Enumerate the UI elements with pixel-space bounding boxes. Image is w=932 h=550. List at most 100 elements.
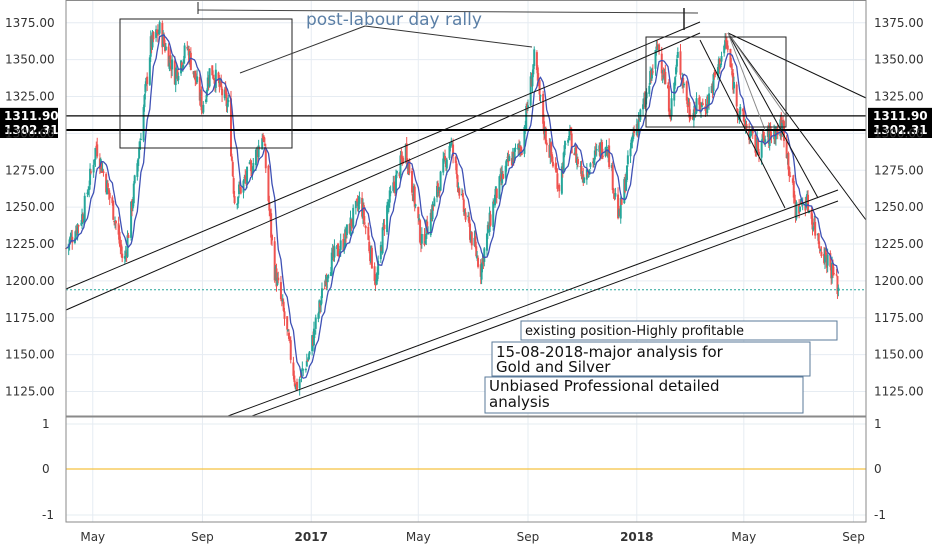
candle-body — [811, 218, 814, 230]
candle-body — [629, 148, 632, 157]
candle-body — [238, 186, 241, 188]
candle-body — [271, 235, 274, 241]
candle-body — [211, 65, 214, 76]
candle-body — [93, 159, 96, 163]
candle-body — [232, 178, 235, 194]
price-level-label-left: 1302.31 — [4, 123, 59, 137]
candle-body — [337, 254, 340, 257]
trendline-channel-upper-b — [65, 32, 701, 311]
candle-body — [592, 158, 595, 164]
candle-body — [174, 69, 177, 86]
range-box-2016 — [119, 18, 293, 149]
candle-body — [832, 264, 835, 276]
candle-body — [612, 188, 615, 193]
candle-body — [648, 85, 651, 94]
candle-body — [630, 139, 633, 148]
candle-body — [433, 198, 436, 207]
candle-body — [539, 95, 542, 97]
candle-body — [476, 255, 479, 259]
candle-body — [781, 122, 784, 134]
candle-body — [764, 139, 767, 143]
candle-body — [619, 198, 622, 219]
candle-body — [139, 141, 142, 150]
candle-body — [564, 143, 567, 145]
candle-body — [595, 149, 598, 151]
candle-body — [570, 133, 573, 154]
candle-body — [388, 190, 391, 203]
candle-body — [545, 142, 548, 146]
candle-body — [538, 80, 541, 95]
trendline-channel-upper-a — [65, 21, 701, 290]
candle-body — [337, 243, 340, 257]
candle-body — [208, 68, 211, 87]
candle-body — [498, 176, 501, 199]
candle-body — [470, 232, 473, 246]
candle-body — [299, 376, 302, 378]
candle-body — [551, 161, 554, 167]
candle-body — [395, 170, 398, 174]
candle-body — [220, 80, 223, 88]
price-level-label-left-bg — [0, 107, 58, 124]
candle-body — [567, 139, 570, 143]
y-tick-label-left: 1275.00 — [5, 163, 55, 177]
candle-body — [818, 246, 821, 249]
price-level-label-right-bg — [868, 122, 932, 139]
candle-body — [698, 97, 701, 105]
candle-body — [106, 183, 109, 188]
candle-body — [732, 72, 735, 90]
candle-body — [504, 165, 507, 179]
range-box-2018 — [645, 36, 787, 128]
candle-body — [350, 219, 353, 227]
candle-body — [563, 145, 566, 156]
annotation-box — [520, 320, 838, 341]
candle-body — [669, 116, 672, 120]
candle-body — [495, 188, 498, 198]
candle-body — [281, 300, 284, 302]
candle-body — [485, 233, 488, 251]
candle-body — [239, 187, 242, 194]
candle-body — [198, 77, 201, 101]
candle-body — [352, 207, 355, 227]
candle-body — [650, 68, 653, 79]
annotation-major-analysis: 15-08-2018-major analysis for Gold and S… — [491, 341, 811, 377]
candle-body — [376, 273, 379, 282]
candle-body — [651, 71, 654, 73]
candle-body — [558, 185, 561, 192]
candle-body — [601, 142, 604, 158]
candle-body — [455, 163, 458, 175]
candle-body — [675, 67, 678, 75]
candle-body — [146, 76, 149, 84]
candle-body — [492, 201, 495, 227]
candle-body — [121, 253, 124, 258]
candle-body — [486, 225, 489, 234]
candle-body — [768, 127, 771, 147]
y-tick-label-right: 1300.00 — [874, 126, 924, 140]
candle-body — [518, 145, 521, 148]
candle-body — [74, 230, 77, 239]
price-level-label-left: 1311.90 — [4, 109, 59, 123]
y-tick-label-right: 1375.00 — [874, 16, 924, 30]
candle-body — [394, 174, 397, 194]
candle-body — [712, 74, 715, 91]
candle-body — [231, 162, 234, 177]
candle-body — [683, 83, 686, 86]
candle-body — [338, 251, 341, 255]
annotation-box — [484, 376, 804, 414]
trendline-fan-upper — [727, 32, 867, 99]
candle-body — [823, 249, 826, 263]
candle-body — [367, 226, 370, 240]
indicator-y-tick-right: 0 — [874, 462, 882, 476]
candle-body — [226, 103, 229, 108]
candle-body — [480, 263, 483, 280]
candle-body — [529, 76, 532, 106]
candle-body — [456, 175, 459, 188]
candle-body — [795, 202, 798, 219]
trendline-top-callout — [197, 9, 699, 14]
candle-body — [349, 217, 352, 235]
candle-body — [92, 164, 95, 173]
candle-body — [370, 247, 373, 269]
candle-body — [724, 40, 727, 42]
candle-body — [762, 131, 765, 138]
candle-body — [362, 205, 365, 221]
candle-body — [427, 233, 430, 235]
